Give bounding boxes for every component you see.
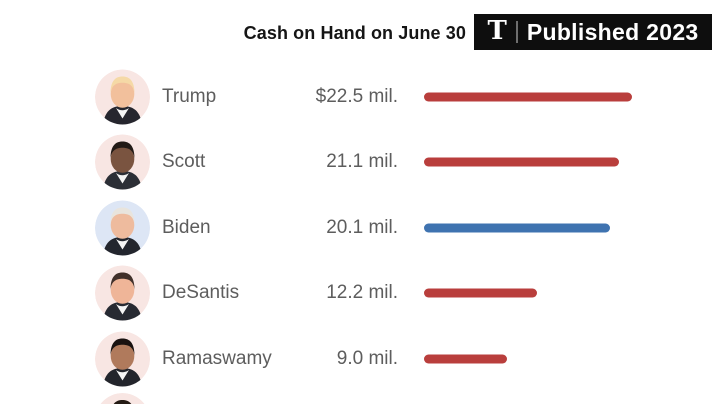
candidate-name: Biden [162, 216, 211, 238]
candidate-name: Trump [162, 85, 217, 107]
published-label: Published 2023 [526, 18, 699, 45]
candidate-name: Scott [162, 151, 206, 173]
cash-value: 21.1 mil. [326, 151, 398, 173]
cash-bar [424, 354, 508, 364]
candidate-name: Ramaswamy [162, 347, 272, 369]
nyt-logo-icon: T [487, 16, 507, 46]
bar-chart-rows: Trump $22.5 mil. Scott 21.1 mil. Biden 2… [0, 64, 720, 392]
badge-divider [515, 21, 518, 43]
chart-row-ramaswamy: Ramaswamy 9.0 mil. [0, 326, 720, 392]
cash-value: 12.2 mil. [326, 282, 398, 304]
cash-bar [424, 223, 610, 233]
candidate-name: DeSantis [162, 282, 240, 304]
published-badge: T Published 2023 [474, 14, 712, 50]
cash-bar [424, 288, 537, 298]
partial-candidate-avatar [95, 393, 150, 404]
chart-row-biden: Biden 20.1 mil. [0, 195, 720, 261]
cash-bar [424, 92, 632, 102]
chart-row-trump: Trump $22.5 mil. [0, 64, 720, 130]
chart-row-scott: Scott 21.1 mil. [0, 130, 720, 196]
candidate-avatar [95, 331, 150, 387]
candidate-avatar [95, 134, 150, 190]
cash-value: 20.1 mil. [326, 216, 398, 238]
cash-value: 9.0 mil. [336, 347, 398, 369]
candidate-avatar [95, 200, 150, 256]
chart-row-desantis: DeSantis 12.2 mil. [0, 261, 720, 327]
candidate-avatar [95, 265, 150, 321]
cash-bar [424, 157, 620, 167]
cash-value: $22.5 mil. [315, 85, 398, 107]
candidate-avatar [95, 69, 150, 125]
chart-title: Cash on Hand on June 30 [243, 23, 466, 43]
